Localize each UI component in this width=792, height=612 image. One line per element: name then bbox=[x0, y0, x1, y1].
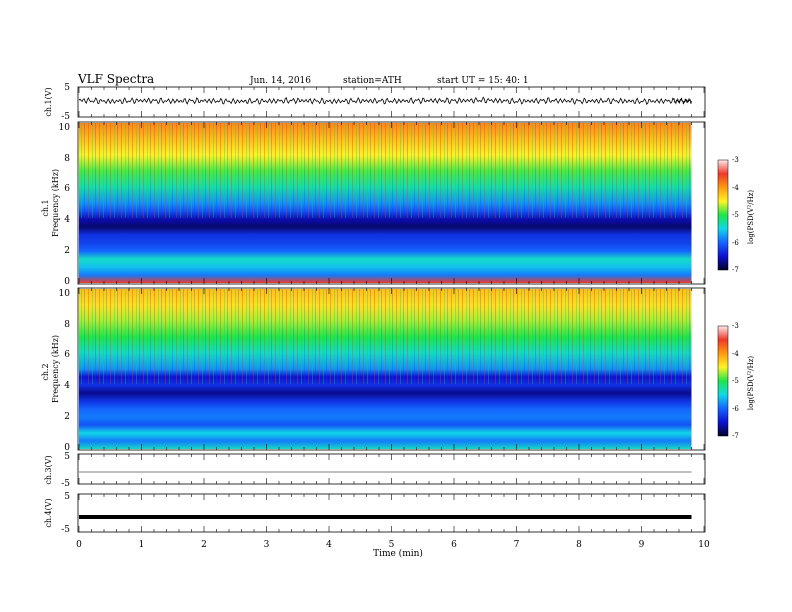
x-tick-label-0: 0 bbox=[76, 540, 82, 550]
x-tick-label-6: 6 bbox=[451, 540, 457, 550]
ch1-panel: 5 -5 ch.1(V) bbox=[44, 83, 706, 122]
spec2-ytick-8: 8 bbox=[64, 320, 70, 330]
colorbar-2-label: log(PSD(V²/Hz) bbox=[747, 356, 755, 411]
colorbar-1-tick-m5: -5 bbox=[732, 211, 739, 219]
ch1-spectrogram-texture bbox=[79, 123, 692, 218]
spec1-ylabel: Frequency (kHz) bbox=[51, 169, 60, 237]
colorbar-2: -3 -4 -5 -6 -7 log(PSD(V²/Hz) bbox=[717, 322, 755, 440]
ch2-spectrogram-panel: 10 8 6 4 2 0 ch.2 Frequency (kHz) bbox=[41, 287, 706, 453]
start-time-label: start UT = 15: 40: 1 bbox=[437, 76, 529, 86]
spec2-ytick-2: 2 bbox=[64, 412, 70, 422]
spec1-ytick-4: 4 bbox=[64, 215, 70, 225]
x-tick-label-2: 2 bbox=[201, 540, 207, 550]
spec2-channel-label: ch.2 bbox=[41, 363, 50, 380]
spec1-ytick-8: 8 bbox=[64, 154, 70, 164]
spec1-channel-label: ch.1 bbox=[41, 199, 50, 216]
colorbar-2-bar bbox=[717, 325, 729, 437]
colorbar-1-bar bbox=[717, 159, 729, 271]
ch1-ylabel: ch.1(V) bbox=[44, 87, 53, 116]
colorbar-1-label: log(PSD(V²/Hz) bbox=[747, 190, 755, 245]
figure-title: VLF Spectra bbox=[77, 72, 154, 86]
ch3-panel: 5 -5 ch.3(V) bbox=[44, 452, 706, 489]
x-tick-label-9: 9 bbox=[639, 540, 645, 550]
spec2-ytick-10: 10 bbox=[59, 289, 71, 299]
spec2-ytick-4: 4 bbox=[64, 381, 70, 391]
ch1-ytick-bottom: -5 bbox=[61, 112, 70, 122]
ch4-panel: 5 -5 ch.4(V) bbox=[44, 492, 706, 535]
spec1-ytick-0: 0 bbox=[64, 277, 70, 287]
ch4-ytick-top: 5 bbox=[64, 492, 70, 502]
spec1-ytick-10: 10 bbox=[59, 123, 71, 133]
x-tick-label-7: 7 bbox=[514, 540, 520, 550]
spec2-ylabel: Frequency (kHz) bbox=[51, 335, 60, 403]
ch4-ytick-bottom: -5 bbox=[61, 525, 70, 535]
colorbar-1-tick-m4: -4 bbox=[732, 184, 739, 192]
ch1-ytick-top: 5 bbox=[64, 83, 70, 93]
figure-header: VLF Spectra Jun. 14, 2016 station=ATH st… bbox=[77, 72, 529, 86]
date-label: Jun. 14, 2016 bbox=[249, 76, 311, 86]
x-tick-label-3: 3 bbox=[264, 540, 270, 550]
colorbar-2-tick-m4: -4 bbox=[732, 350, 739, 358]
colorbar-2-tick-m3: -3 bbox=[732, 322, 739, 330]
colorbar-1-tick-m7: -7 bbox=[732, 266, 739, 274]
x-tick-label-8: 8 bbox=[576, 540, 582, 550]
x-tick-label-5: 5 bbox=[389, 540, 395, 550]
x-tick-label-1: 1 bbox=[139, 540, 145, 550]
colorbar-2-tick-m6: -6 bbox=[732, 405, 739, 413]
axis-tick-marks bbox=[78, 87, 705, 532]
ch3-ytick-top: 5 bbox=[64, 452, 70, 462]
ch3-ytick-bottom: -5 bbox=[61, 479, 70, 489]
station-label: station=ATH bbox=[343, 76, 402, 86]
ch1-spectrogram-panel: 10 8 6 4 2 0 ch.1 Frequency (kHz) bbox=[41, 121, 706, 287]
ch3-ylabel: ch.3(V) bbox=[44, 455, 53, 484]
ch4-ylabel: ch.4(V) bbox=[44, 498, 53, 527]
spec1-ytick-2: 2 bbox=[64, 246, 70, 256]
spec1-ytick-6: 6 bbox=[64, 184, 70, 194]
colorbar-2-tick-m5: -5 bbox=[732, 377, 739, 385]
x-tick-label-10: 10 bbox=[698, 540, 710, 550]
spec2-ytick-0: 0 bbox=[64, 443, 70, 453]
x-tick-label-4: 4 bbox=[326, 540, 332, 550]
spec2-ytick-6: 6 bbox=[64, 350, 70, 360]
ch1-trace bbox=[78, 96, 692, 106]
ch4-frame bbox=[77, 493, 706, 533]
colorbar-1-tick-m3: -3 bbox=[732, 156, 739, 164]
x-axis-label: Time (min) bbox=[373, 548, 423, 559]
colorbar-2-tick-m7: -7 bbox=[732, 432, 739, 440]
ch2-spectrogram-texture bbox=[79, 289, 692, 384]
colorbar-1: -3 -4 -5 -6 -7 log(PSD(V²/Hz) bbox=[717, 156, 755, 274]
colorbar-1-tick-m6: -6 bbox=[732, 239, 739, 247]
x-axis-tick-labels: 0 1 2 3 4 5 6 7 8 9 10 bbox=[76, 540, 710, 550]
